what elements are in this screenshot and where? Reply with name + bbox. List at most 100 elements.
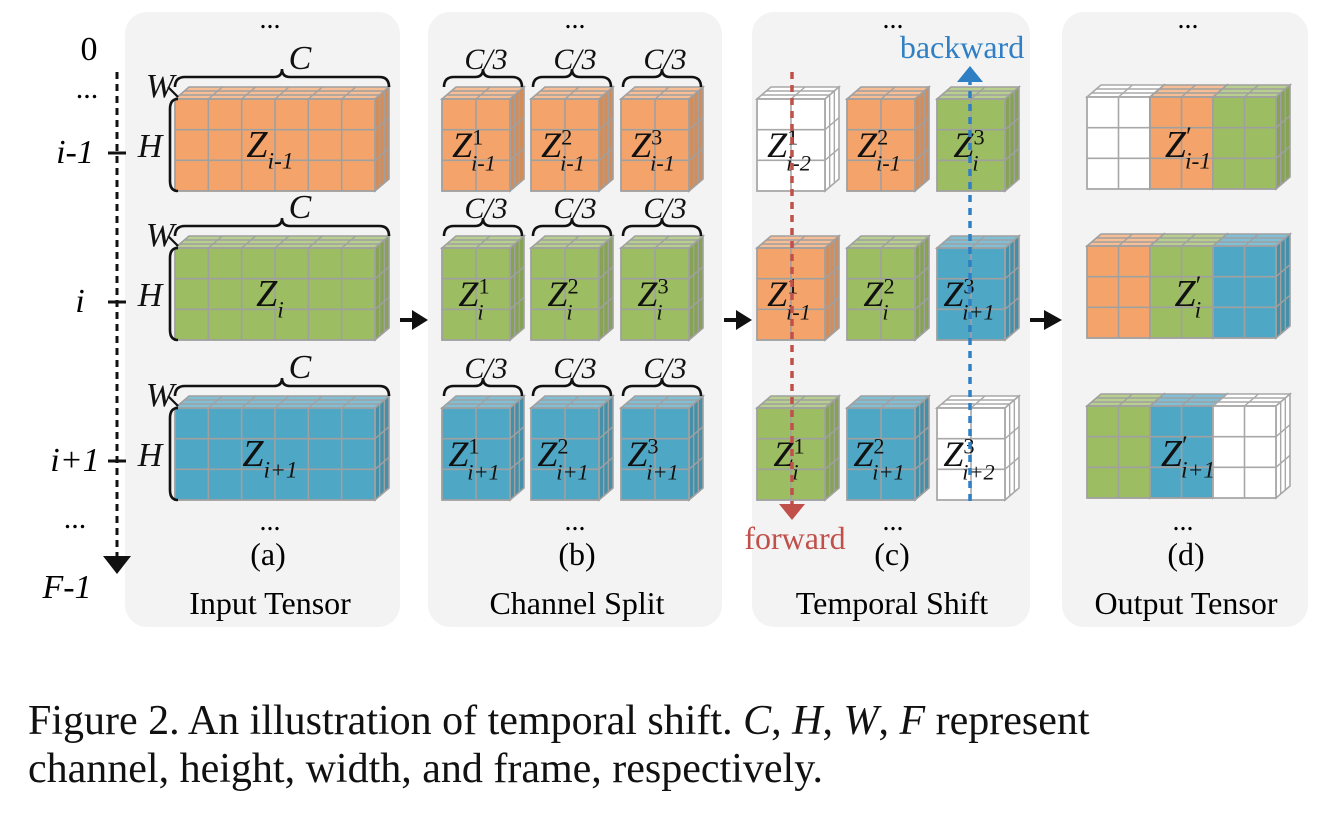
ellipsis-c-top: ... [883, 4, 904, 35]
split-brace-0-2 [621, 68, 703, 88]
shift-cuboid-0-1-grid-sh1 [914, 117, 930, 131]
output-cuboid-2-2-side [1275, 392, 1291, 500]
shift-cuboid-1-0-grid-sh2 [824, 296, 840, 310]
split-label-1-1: Z2 i [547, 273, 578, 324]
panel-d-title: Output Tensor [1095, 585, 1278, 621]
shift-cuboid-2-0-grid-sh2 [824, 456, 840, 470]
split-brace-1-1 [531, 217, 613, 237]
split-dim-label-0-2: C/3 [643, 43, 686, 76]
ellipsis-b-bottom: ... [565, 506, 586, 537]
panel-a-letter: (a) [250, 536, 286, 572]
split-cuboid-0-0-side [509, 85, 525, 193]
shift-cuboid-2-1 [844, 394, 932, 502]
ellipsis-c-bottom: ... [883, 506, 904, 537]
shift-cuboid-0-1-grid-sh2 [914, 147, 930, 161]
input-label-0: Zi-1 [246, 124, 293, 174]
panel-c-title: Temporal Shift [796, 585, 989, 621]
shift-cuboid-0-0-grid-tv1 [790, 86, 806, 100]
dim-W-label-1: W [146, 217, 177, 254]
output-cuboid-0-2-grid-sh1 [1275, 115, 1291, 129]
output-cuboid-1-2 [1210, 232, 1293, 340]
dim-H-label-1: H [137, 277, 165, 314]
input-cuboid-0-side [374, 85, 390, 193]
shift-cuboid-2-0-grid-sh1 [824, 426, 840, 440]
caption-suffix: represent [935, 698, 1090, 744]
split-cuboid-1-0-grid-tv1 [475, 235, 491, 249]
input-cuboid-2-grid-tv2 [241, 395, 257, 409]
split-cuboid-2-0-grid-tv1 [475, 395, 491, 409]
split-cuboid-1-2-grid-sh2 [688, 296, 704, 310]
split-cuboid-1-0-grid-sh1 [509, 266, 525, 280]
shift-cuboid-0-0-grid-sh1 [824, 117, 840, 131]
input-cuboid-0-grid-tv5 [341, 86, 357, 100]
input-cuboid-2-grid-tv5 [341, 395, 357, 409]
split-cuboid-2-2-side [688, 394, 704, 502]
split-cuboid-2-0 [439, 394, 527, 502]
dim-H-label-0: H [137, 128, 165, 165]
input-cuboid-1-grid-tv5 [341, 235, 357, 249]
shift-label-1-1: Z2 i [863, 273, 894, 324]
flow-arrowhead-b-c [736, 310, 752, 330]
split-label-2-0: Z1 i+1 [448, 433, 499, 484]
frame-axis-arrowhead [103, 556, 131, 574]
frame-label-F-1: F-1 [41, 569, 91, 606]
input-cuboid-0-grid-sh1 [374, 117, 390, 131]
forward-label: forward [744, 520, 845, 556]
input-cuboid-0-grid-tv1 [207, 86, 223, 100]
caption-line2: channel, height, width, and frame, respe… [28, 746, 823, 792]
split-cuboid-0-1-grid-sh2 [598, 147, 614, 161]
split-cuboid-1-1-side [598, 234, 614, 342]
input-cuboid-2-grid-tv1 [207, 395, 223, 409]
shift-cuboid-2-1-side [914, 394, 930, 502]
panel-ellipses: ... ... ... ... ... ... ... ... [260, 4, 1199, 537]
shift-label-0-1: Z2 i-1 [857, 124, 901, 175]
split-cuboid-0-2-grid-tv1 [654, 86, 670, 100]
figure-caption: Figure 2. An illustration of temporal sh… [28, 698, 1090, 792]
dim-C-label-2: C [289, 349, 312, 386]
split-cuboid-0-0-grid-tv1 [475, 86, 491, 100]
split-cuboid-0-2-grid-sh1 [688, 117, 704, 131]
split-label-2-1: Z2 i+1 [537, 433, 588, 484]
shift-label-2-1: Z2 i+1 [853, 433, 904, 484]
input-cuboid-2-grid-sh1 [374, 426, 390, 440]
input-cuboid-1-grid-tv3 [274, 235, 290, 249]
shift-arrows: forward backward [744, 29, 1024, 556]
shift-cuboid-0-0-grid-sh2 [824, 147, 840, 161]
output-cuboid-2-2 [1210, 392, 1293, 500]
frame-axis: 0 ... i-1 i i+1 ... F-1 [41, 31, 131, 606]
panel-b-title: Channel Split [489, 585, 664, 621]
split-cuboid-1-1-grid-sh2 [598, 296, 614, 310]
split-cuboid-1-2-grid-tv1 [654, 235, 670, 249]
output-cuboid-0-0-grid-tv1 [1118, 84, 1133, 98]
split-cuboid-2-0-side [509, 394, 525, 502]
shift-cuboid-0-1 [844, 85, 932, 193]
output-label-1: Z′ i [1175, 270, 1202, 324]
output-cuboid-2-0-grid-tv1 [1118, 393, 1133, 407]
input-cuboid-1-grid-sh1 [374, 266, 390, 280]
channel-brace-0 [173, 68, 391, 88]
height-brace-0 [168, 97, 179, 193]
split-cuboid-1-0-side [509, 234, 525, 342]
split-cuboid-0-0-grid-sh1 [509, 117, 525, 131]
output-cuboid-0-2-grid-sh2 [1275, 145, 1291, 159]
shift-cuboid-2-1-grid-sh2 [914, 456, 930, 470]
output-label-0: Z′ i-1 [1165, 121, 1211, 175]
output-cuboid-2-2-grid-tv1 [1244, 393, 1259, 407]
split-label-0-1: Z2 i-1 [541, 124, 585, 175]
input-cuboid-2 [172, 394, 392, 502]
split-cuboid-2-1-side [598, 394, 614, 502]
input-label-2: Zi+1 [242, 433, 297, 483]
ellipsis-a-top: ... [260, 4, 281, 35]
split-label-2-2: Z3 i+1 [627, 433, 678, 484]
panel-captions: (a) Input Tensor (b) Channel Split (c) T… [189, 536, 1278, 621]
split-brace-1-2 [621, 217, 703, 237]
ellipsis-a-bottom: ... [260, 506, 281, 537]
dim-W-label-0: W [146, 68, 177, 105]
input-cuboid-2-side [374, 394, 390, 502]
caption-var-H: H [792, 698, 823, 744]
ellipsis-b-top: ... [565, 4, 586, 35]
ellipsis-d-top: ... [1178, 4, 1199, 35]
flow-arrowhead-a-b [412, 310, 428, 330]
output-label-2: Z′ i+1 [1161, 430, 1215, 484]
forward-shift-arrowhead [779, 504, 805, 520]
